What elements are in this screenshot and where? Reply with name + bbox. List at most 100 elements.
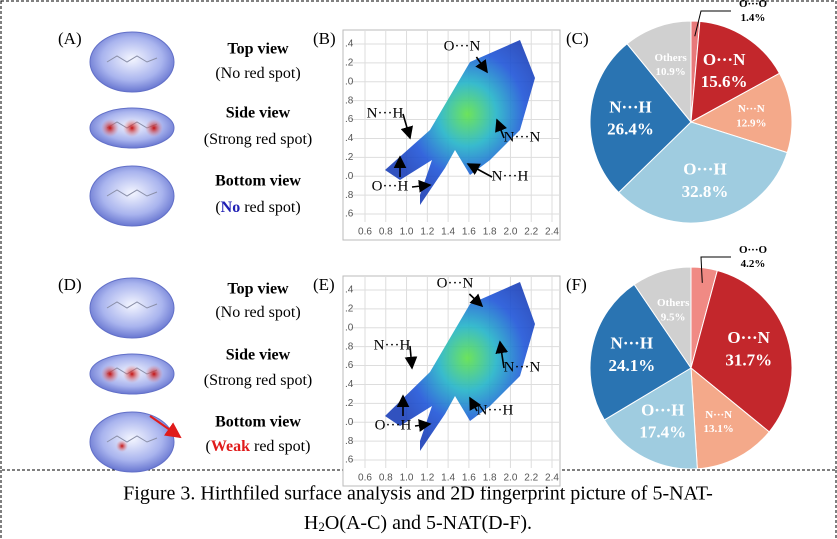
slice-name: Others: [657, 297, 690, 309]
caption-part: red spot): [250, 438, 310, 455]
panel-label: (A): [58, 29, 82, 48]
caption: H2O(A-C) and 5-NAT(D-F).: [304, 512, 532, 534]
x-tick-label: 2.4: [545, 473, 559, 484]
y-tick-label: .4: [345, 133, 354, 144]
x-tick-label: 0.8: [379, 473, 393, 484]
slice-value: 13.1%: [704, 423, 734, 435]
slice-value: 24.1%: [608, 356, 655, 375]
view-title: Top view: [227, 41, 289, 58]
y-tick-label: .8: [345, 436, 354, 447]
annotation: N···N: [504, 129, 541, 145]
x-tick-label: 2.2: [524, 227, 538, 238]
annotation: O···N: [444, 38, 481, 54]
slice-name: N···N: [738, 103, 765, 115]
view-caption: (Strong red spot): [204, 131, 312, 148]
x-tick-label: 2.0: [503, 473, 517, 484]
y-tick-label: .2: [345, 58, 354, 69]
annotation: N···N: [504, 359, 541, 375]
y-tick-label: .2: [345, 304, 354, 315]
view-title: Side view: [226, 347, 291, 364]
view-title: Bottom view: [215, 173, 301, 190]
x-tick-label: 1.0: [400, 473, 414, 484]
slice-name: N···N: [705, 409, 732, 421]
y-tick-label: .6: [345, 360, 354, 371]
annotation: O···H: [372, 178, 409, 194]
annotation: O···H: [375, 417, 412, 433]
annotation: O···N: [437, 275, 474, 291]
y-tick-label: .4: [345, 285, 354, 296]
x-tick-label: 2.4: [545, 227, 559, 238]
figure: Figure 3. Hirthfiled surface analysis an…: [0, 0, 837, 539]
caption-part: (No red spot): [215, 304, 300, 321]
x-tick-label: 0.8: [379, 227, 393, 238]
x-tick-label: 0.6: [358, 227, 372, 238]
panel-label: (F): [566, 275, 587, 294]
slice-name: N···H: [611, 334, 654, 353]
slice-name: O···H: [641, 400, 684, 419]
x-tick-label: 2.0: [503, 227, 517, 238]
y-tick-label: .6: [345, 209, 354, 220]
x-tick-label: 2.2: [524, 473, 538, 484]
slice-value: 9.5%: [661, 311, 686, 323]
slice-name: Others: [654, 52, 687, 64]
y-tick-label: .4: [345, 379, 354, 390]
annotation: N···H: [492, 168, 529, 184]
x-tick-label: 1.2: [420, 227, 434, 238]
red-spot: [101, 119, 119, 137]
y-tick-label: .8: [345, 95, 354, 106]
view-caption: (No red spot): [215, 65, 300, 82]
x-tick-label: 1.8: [483, 227, 497, 238]
red-spot: [123, 365, 141, 383]
surface: [90, 32, 174, 92]
panel-label: (C): [566, 29, 589, 48]
caption-part: O(A-C) and 5-NAT(D-F).: [325, 512, 532, 534]
slice-name: O···H: [683, 160, 726, 179]
view-title: Top view: [227, 281, 289, 298]
red-spot: [123, 119, 141, 137]
slice-value: 32.8%: [682, 182, 729, 201]
x-tick-label: 1.6: [462, 227, 476, 238]
x-tick-label: 0.6: [358, 473, 372, 484]
view-caption: (Strong red spot): [204, 372, 312, 389]
red-spot: [145, 119, 163, 137]
view-caption: (No red spot): [215, 199, 300, 216]
surface: [90, 278, 174, 338]
y-tick-label: .6: [345, 455, 354, 466]
slice-value: 12.9%: [736, 117, 766, 129]
surface: [90, 166, 174, 226]
y-tick-label: .8: [345, 341, 354, 352]
slice-name: O···O: [739, 0, 768, 10]
red-spot: [101, 365, 119, 383]
slice-value: 31.7%: [725, 350, 772, 369]
x-tick-label: 1.6: [462, 473, 476, 484]
panel-label: (E): [313, 275, 335, 294]
y-tick-label: .0: [345, 417, 354, 428]
x-tick-label: 1.4: [441, 227, 455, 238]
view-caption: (No red spot): [215, 304, 300, 321]
slice-value: 1.4%: [741, 12, 766, 24]
y-tick-label: .2: [345, 152, 354, 163]
y-tick-label: .0: [345, 322, 354, 333]
slice-value: 10.9%: [656, 66, 686, 78]
panel-label: (D): [58, 275, 82, 294]
y-tick-label: .6: [345, 114, 354, 125]
y-tick-label: .0: [345, 171, 354, 182]
x-tick-label: 1.4: [441, 473, 455, 484]
view-title: Side view: [226, 105, 291, 122]
y-tick-label: .4: [345, 39, 354, 50]
slice-value: 4.2%: [741, 258, 766, 270]
slice-value: 26.4%: [607, 119, 654, 138]
caption-part: Weak: [211, 438, 250, 455]
x-tick-label: 1.2: [420, 473, 434, 484]
annotation: N···H: [477, 402, 514, 418]
annotation: N···H: [374, 337, 411, 353]
caption-part: (Strong red spot): [204, 131, 312, 148]
view-caption: (Weak red spot): [206, 438, 311, 455]
annotation: N···H: [367, 105, 404, 121]
red-spot: [116, 440, 128, 452]
y-tick-label: .2: [345, 398, 354, 409]
red-spot: [145, 365, 163, 383]
slice-name: O···N: [727, 328, 770, 347]
slice-name: O···O: [739, 244, 768, 256]
caption-part: (Strong red spot): [204, 372, 312, 389]
